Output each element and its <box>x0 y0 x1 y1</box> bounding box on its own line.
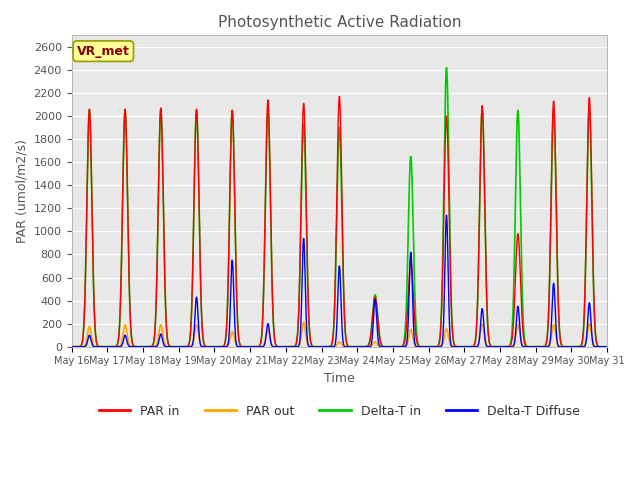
Y-axis label: PAR (umol/m2/s): PAR (umol/m2/s) <box>15 139 28 243</box>
Legend: PAR in, PAR out, Delta-T in, Delta-T Diffuse: PAR in, PAR out, Delta-T in, Delta-T Dif… <box>94 400 585 423</box>
X-axis label: Time: Time <box>324 372 355 385</box>
Text: VR_met: VR_met <box>77 45 130 58</box>
Title: Photosynthetic Active Radiation: Photosynthetic Active Radiation <box>218 15 461 30</box>
